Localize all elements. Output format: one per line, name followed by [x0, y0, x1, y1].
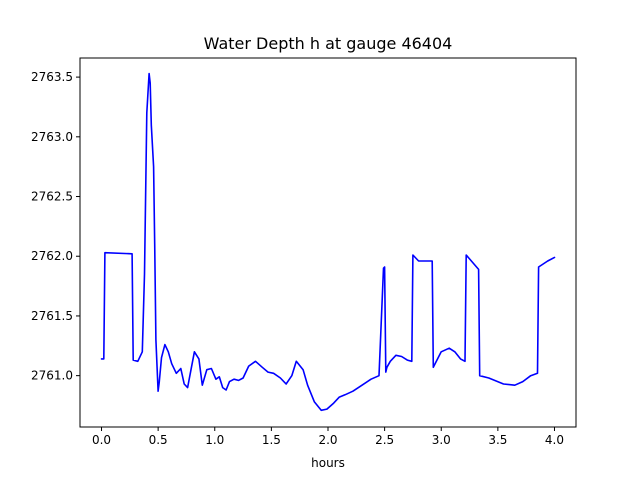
y-tick-label: 2761.0 — [31, 369, 73, 383]
y-tick-label: 2763.5 — [31, 70, 73, 84]
x-tick-label: 1.5 — [262, 433, 281, 447]
plot-area-frame — [79, 57, 577, 428]
x-tick-label: 2.5 — [375, 433, 394, 447]
x-tick-label: 3.5 — [488, 433, 507, 447]
x-tick-label: 3.0 — [432, 433, 451, 447]
y-tick-label: 2762.0 — [31, 249, 73, 263]
y-tick-label: 2763.0 — [31, 130, 73, 144]
x-tick-label: 1.0 — [205, 433, 224, 447]
water-depth-line — [100, 72, 556, 412]
x-tick-label: 0.5 — [149, 433, 168, 447]
chart-title: Water Depth h at gauge 46404 — [204, 34, 453, 53]
x-tick-label: 2.0 — [318, 433, 337, 447]
y-tick-label: 2761.5 — [31, 309, 73, 323]
x-axis-label: hours — [311, 456, 345, 470]
x-tick-label: 0.0 — [92, 433, 111, 447]
y-tick-label: 2762.5 — [31, 190, 73, 204]
x-tick-label: 4.0 — [545, 433, 564, 447]
